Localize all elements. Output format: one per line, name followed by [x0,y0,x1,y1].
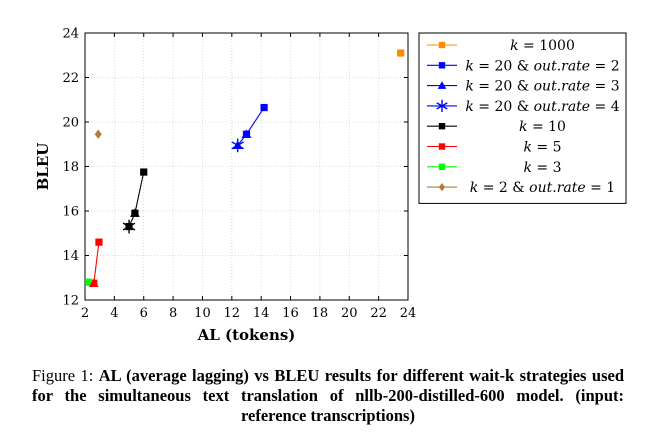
caption-label: Figure 1: [32,366,94,385]
series-4-point [140,168,148,176]
series-5-point [95,238,103,246]
y-tick-label: 14 [62,249,79,264]
x-tick-label: 20 [341,306,358,321]
legend-label: k = 20 & out.rate = 2 [465,58,619,74]
x-tick-label: 24 [400,306,417,321]
series-1-line [246,107,265,135]
caption-text: AL (average lagging) vs BLEU results for… [32,366,624,425]
series-7-point [94,129,102,139]
legend-marker [438,163,446,170]
extra-point [130,208,140,217]
x-tick-label: 10 [194,306,211,321]
x-tick-label: 6 [140,306,148,321]
y-tick-label: 22 [62,71,79,86]
series-3-point-stroke [231,141,244,150]
x-tick-label: 12 [224,306,241,321]
legend: k = 1000 k = 20 & out.rate = 2 k = 20 & ou… [418,32,627,204]
y-tick-label: 16 [62,205,79,220]
extra-point-stroke [122,222,136,231]
legend-label: k = 5 [523,140,561,156]
figure-caption: Figure 1: AL (average lagging) vs BLEU r… [32,366,624,426]
legend-label: k = 2 & out.rate = 1 [470,180,615,196]
y-tick-label: 18 [62,160,79,175]
legend-marker [438,182,446,192]
extra-point [88,278,99,287]
y-tick-label: 12 [62,294,79,309]
x-tick-label: 4 [110,306,118,321]
legend-label: k = 1000 [510,38,575,54]
series-1-point [260,103,268,112]
extra-point [122,219,136,234]
series-3-point [231,138,244,153]
legend-marker-stroke [436,102,448,110]
legend-label: k = 20 & out.rate = 4 [465,99,619,115]
legend-marker [438,41,446,49]
data-marks [85,49,405,287]
x-tick-label: 2 [81,306,89,321]
legend-marker [438,143,446,150]
legend-marker [437,81,447,89]
legend-marker [436,99,448,112]
x-tick-label: 18 [312,306,329,321]
legend-box [418,32,627,204]
series-0-point [397,49,405,57]
series-5-line [93,242,100,284]
x-axis-label: AL (tokens) [197,326,296,344]
x-tick-label: 8 [169,306,177,321]
x-tick-label: 14 [253,306,270,321]
legend-marker [438,62,446,69]
legend-marker [438,123,446,130]
y-tick-label: 20 [62,116,79,131]
y-tick-label: 24 [62,27,79,42]
grid [84,32,409,301]
y-axis-label: BLEU [34,143,52,191]
legend-label: k = 3 [523,160,561,176]
legend-label: k = 20 & out.rate = 3 [465,79,619,95]
x-tick-label: 22 [370,306,387,321]
series-2-point [241,129,252,138]
x-tick-label: 16 [282,306,299,321]
series-6-point [85,278,93,286]
legend-label: k = 10 [519,119,566,135]
series-4-line [128,171,145,227]
